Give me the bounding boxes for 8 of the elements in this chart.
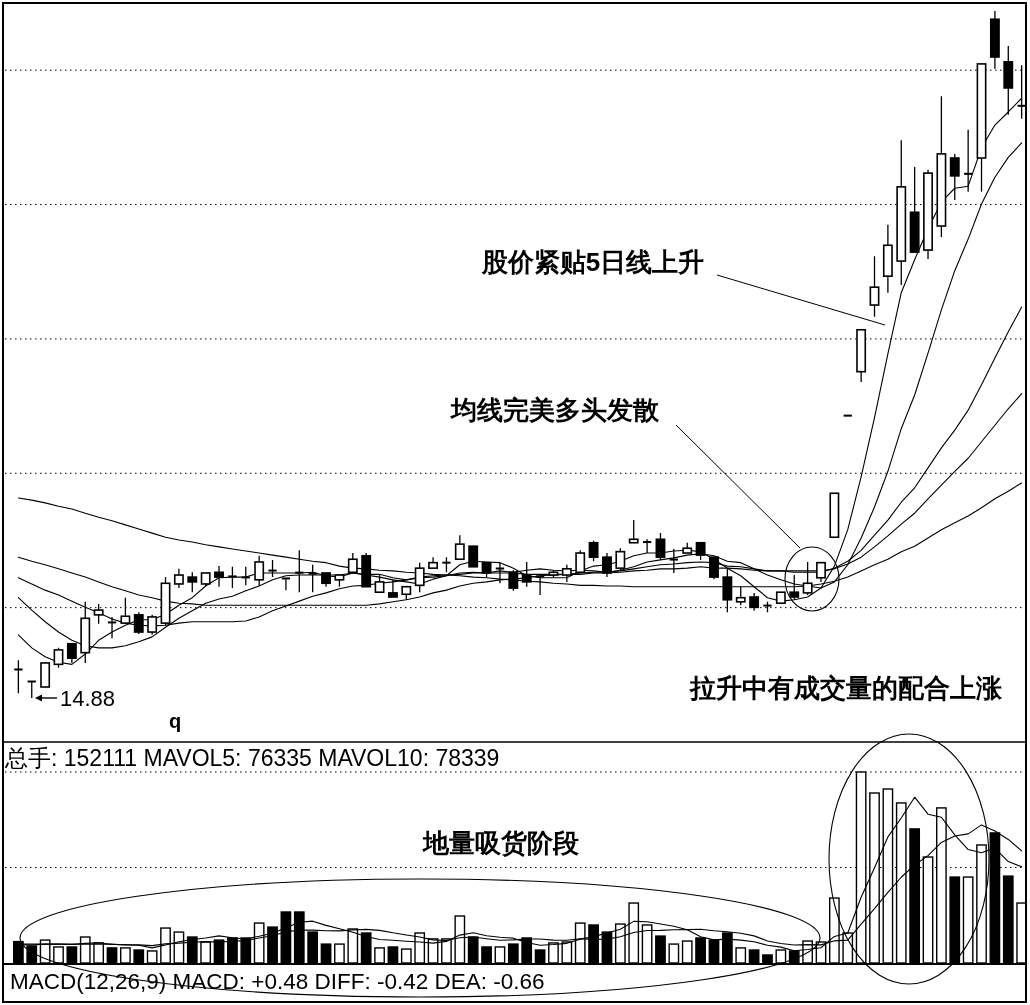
chart-title: 总手: 152111 MAVOL5: 76335 MAVOL10: 78339 (4, 745, 500, 771)
annotation: 地量吸货阶段 (422, 828, 580, 858)
annotation: 均线完美多头发散 (449, 395, 660, 425)
annotation: 拉升中有成交量的配合上涨 (689, 673, 1003, 703)
annotation: 股价紧贴5日线上升 (480, 247, 705, 277)
text: MACD(12,26,9) MACD: +0.48 DIFF: -0.42 DEA: -0.66 (10, 969, 545, 994)
text: q (168, 710, 182, 732)
annotation: 14.88 (60, 686, 116, 711)
